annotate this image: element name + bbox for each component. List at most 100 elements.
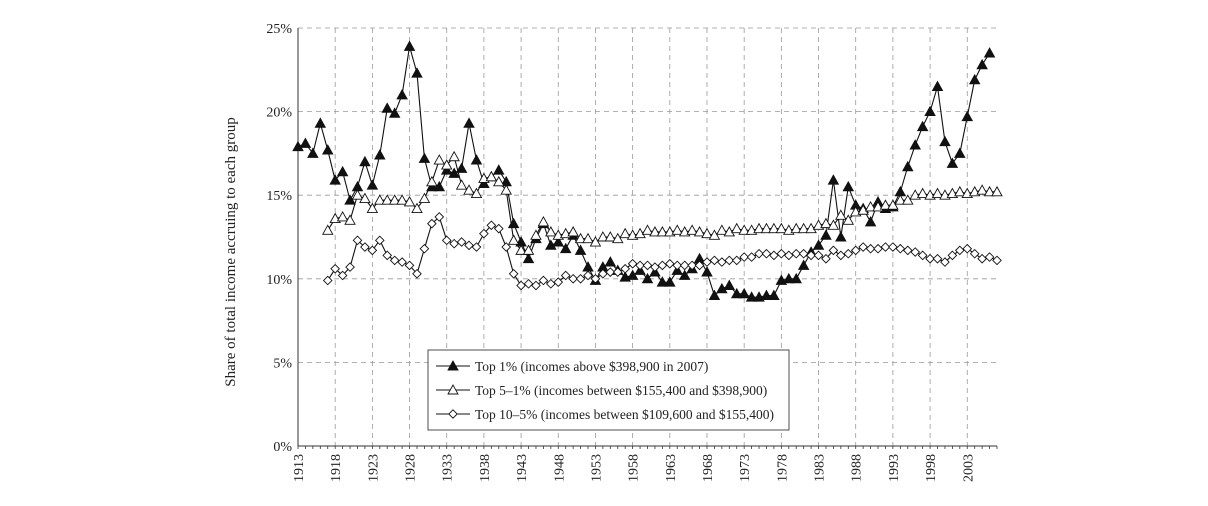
x-tick-label: 1988	[850, 454, 865, 482]
top1-point	[723, 279, 736, 290]
top1-point	[954, 147, 966, 158]
top10-5-point	[739, 252, 750, 262]
top5-1-point	[723, 226, 736, 237]
top1-point	[396, 88, 408, 100]
top10-5-point	[746, 252, 757, 262]
top10-5-point	[806, 250, 816, 261]
top5-1-point	[619, 227, 631, 239]
top1-point	[924, 105, 936, 117]
x-tick-label: 1993	[887, 454, 902, 482]
x-tick-label: 1968	[701, 454, 716, 482]
top10-5-point	[664, 258, 675, 269]
top10-5-point	[501, 242, 512, 252]
legend-label: Top 1% (incomes above $398,900 in 2007)	[475, 359, 708, 374]
top10-5-point	[776, 248, 787, 259]
top10-5-point	[761, 248, 772, 259]
top10-5-point	[925, 253, 935, 264]
top5-1-point	[753, 222, 765, 234]
top5-1-point	[611, 232, 624, 244]
top1-point	[455, 162, 468, 173]
top10-5-point	[627, 258, 638, 269]
y-tick-label: 5%	[273, 356, 292, 371]
top5-1-point	[894, 194, 907, 205]
top10-5-point	[471, 242, 482, 252]
x-tick-label: 1953	[589, 454, 604, 482]
top1-point	[968, 73, 981, 85]
top5-1-point	[522, 244, 535, 255]
top10-5-point	[873, 243, 883, 254]
x-tick-label: 1928	[404, 454, 419, 482]
top10-5-point	[523, 278, 534, 289]
top5-1-point	[820, 217, 832, 229]
top5-1-point	[433, 154, 446, 165]
top10-5-point	[672, 260, 683, 271]
top10-5-point	[575, 273, 586, 284]
top10-5-point	[954, 245, 965, 256]
top5-1-point	[879, 199, 892, 210]
top10-5-point	[709, 255, 720, 266]
top1-point	[374, 149, 386, 160]
series-group	[292, 40, 1003, 302]
top1-point	[730, 287, 743, 299]
top10-5-point	[828, 245, 839, 256]
top5-1-point	[760, 222, 773, 234]
top5-1-point	[507, 234, 520, 245]
top1-point	[329, 174, 341, 185]
top5-1-point	[686, 224, 698, 235]
series-3	[322, 212, 1002, 291]
top10-5-point	[635, 260, 645, 271]
top10-5-point	[932, 253, 943, 264]
top10-5-point	[404, 260, 415, 271]
top5-1-point	[470, 187, 483, 198]
y-tick-label: 20%	[266, 106, 292, 121]
top1-point	[961, 110, 974, 122]
top1-point	[656, 276, 669, 287]
top5-1-point	[463, 184, 475, 195]
top10-5-point	[977, 253, 987, 264]
top5-1-point	[835, 209, 847, 220]
top10-5-point	[657, 260, 668, 271]
top5-1-point	[991, 185, 1003, 197]
top1-point	[946, 157, 959, 168]
top1-point	[931, 80, 944, 91]
top10-5-point	[858, 242, 868, 252]
x-tick-label: 1913	[292, 454, 307, 482]
top10-5-point	[352, 235, 363, 246]
x-tick-label: 1938	[478, 454, 493, 482]
top10-5-point	[880, 242, 891, 252]
top5-1-point	[455, 179, 468, 190]
top1-point	[916, 120, 929, 132]
top10-5-point	[508, 268, 519, 279]
x-tick-label: 2003	[961, 454, 976, 482]
top1-point	[604, 256, 617, 267]
top5-1-point	[366, 202, 379, 214]
top1-point	[292, 140, 304, 152]
y-tick-label: 25%	[266, 22, 292, 37]
top5-1-point	[708, 229, 721, 240]
top5-1-point	[738, 224, 750, 235]
top5-1-point	[418, 192, 431, 203]
top10-5-point	[449, 238, 459, 249]
top10-5-point	[650, 262, 660, 272]
top5-1-point	[604, 231, 617, 242]
top1-point	[902, 160, 914, 172]
top5-1-point	[716, 224, 728, 235]
x-tick-label: 1958	[627, 454, 642, 482]
top1-point	[790, 272, 802, 284]
y-tick-label: 10%	[266, 273, 292, 288]
top1-point	[559, 242, 572, 254]
top5-1-point	[515, 244, 527, 255]
top1-point	[716, 282, 728, 294]
top10-5-point	[412, 268, 422, 279]
legend-marker	[447, 360, 459, 371]
top5-1-point	[545, 226, 557, 237]
top10-5-point	[330, 263, 341, 274]
top1-point	[433, 180, 446, 192]
top5-1-point	[954, 185, 966, 197]
top5-1-point	[388, 194, 401, 205]
top5-1-point	[403, 195, 416, 207]
top10-5-point	[798, 248, 809, 259]
top5-1-point	[649, 226, 661, 237]
top10-5-point	[783, 250, 794, 261]
